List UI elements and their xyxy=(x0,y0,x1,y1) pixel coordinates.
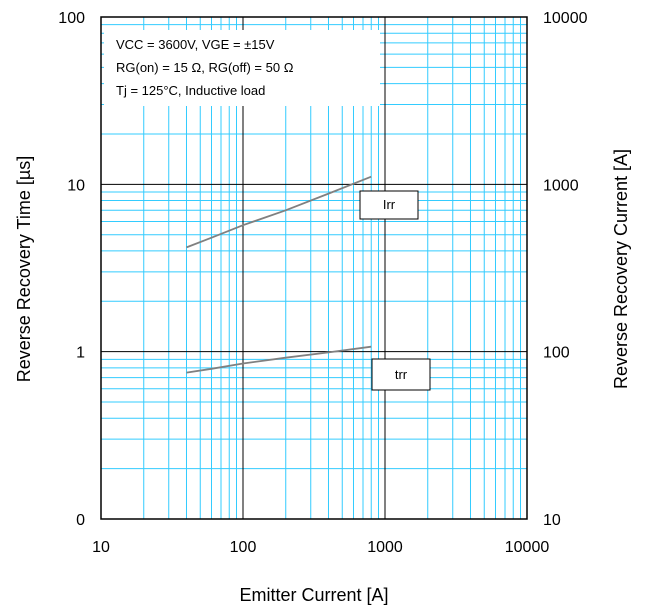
condition-line-3: Tj = 125°C, Inductive load xyxy=(116,83,265,98)
condition-line-2: RG(on) = 15 Ω, RG(off) = 50 Ω xyxy=(116,60,294,75)
x-axis-title: Emitter Current [A] xyxy=(239,585,388,605)
y-left-axis-title: Reverse Recovery Time [µs] xyxy=(14,156,34,382)
y-left-tick-label: 100 xyxy=(58,10,85,27)
conditions-box: VCC = 3600V, VGE = ±15V RG(on) = 15 Ω, R… xyxy=(104,30,380,106)
y-right-tick-label: 10 xyxy=(543,512,561,529)
y-right-tick-label: 1000 xyxy=(543,177,579,194)
x-tick-label: 10 xyxy=(92,539,110,556)
condition-line-1: VCC = 3600V, VGE = ±15V xyxy=(116,37,275,52)
y-left-tick-labels: 0 1 10 100 xyxy=(58,10,85,529)
plot-frame xyxy=(100,16,528,520)
x-tick-labels: 10 100 1000 10000 xyxy=(92,539,549,556)
y-right-axis-title: Reverse Recovery Current [A] xyxy=(611,149,631,389)
y-left-tick-label: 0 xyxy=(76,512,85,529)
series-irr-label-box: Irr xyxy=(359,190,419,220)
series-irr-line xyxy=(186,175,372,249)
series-trr-line xyxy=(186,345,372,374)
y-left-tick-label: 10 xyxy=(67,177,85,194)
x-tick-label: 1000 xyxy=(367,539,403,556)
series-trr-label-box: trr xyxy=(371,358,431,391)
series-irr-label: Irr xyxy=(383,197,396,212)
x-tick-label: 100 xyxy=(230,539,257,556)
y-left-tick-label: 1 xyxy=(76,345,85,362)
y-right-tick-labels: 10 100 1000 10000 xyxy=(543,10,588,529)
series-trr-label: trr xyxy=(395,367,408,382)
conditions-background xyxy=(104,30,380,106)
y-right-tick-label: 100 xyxy=(543,345,570,362)
y-right-tick-label: 10000 xyxy=(543,10,588,27)
x-tick-label: 10000 xyxy=(505,539,550,556)
